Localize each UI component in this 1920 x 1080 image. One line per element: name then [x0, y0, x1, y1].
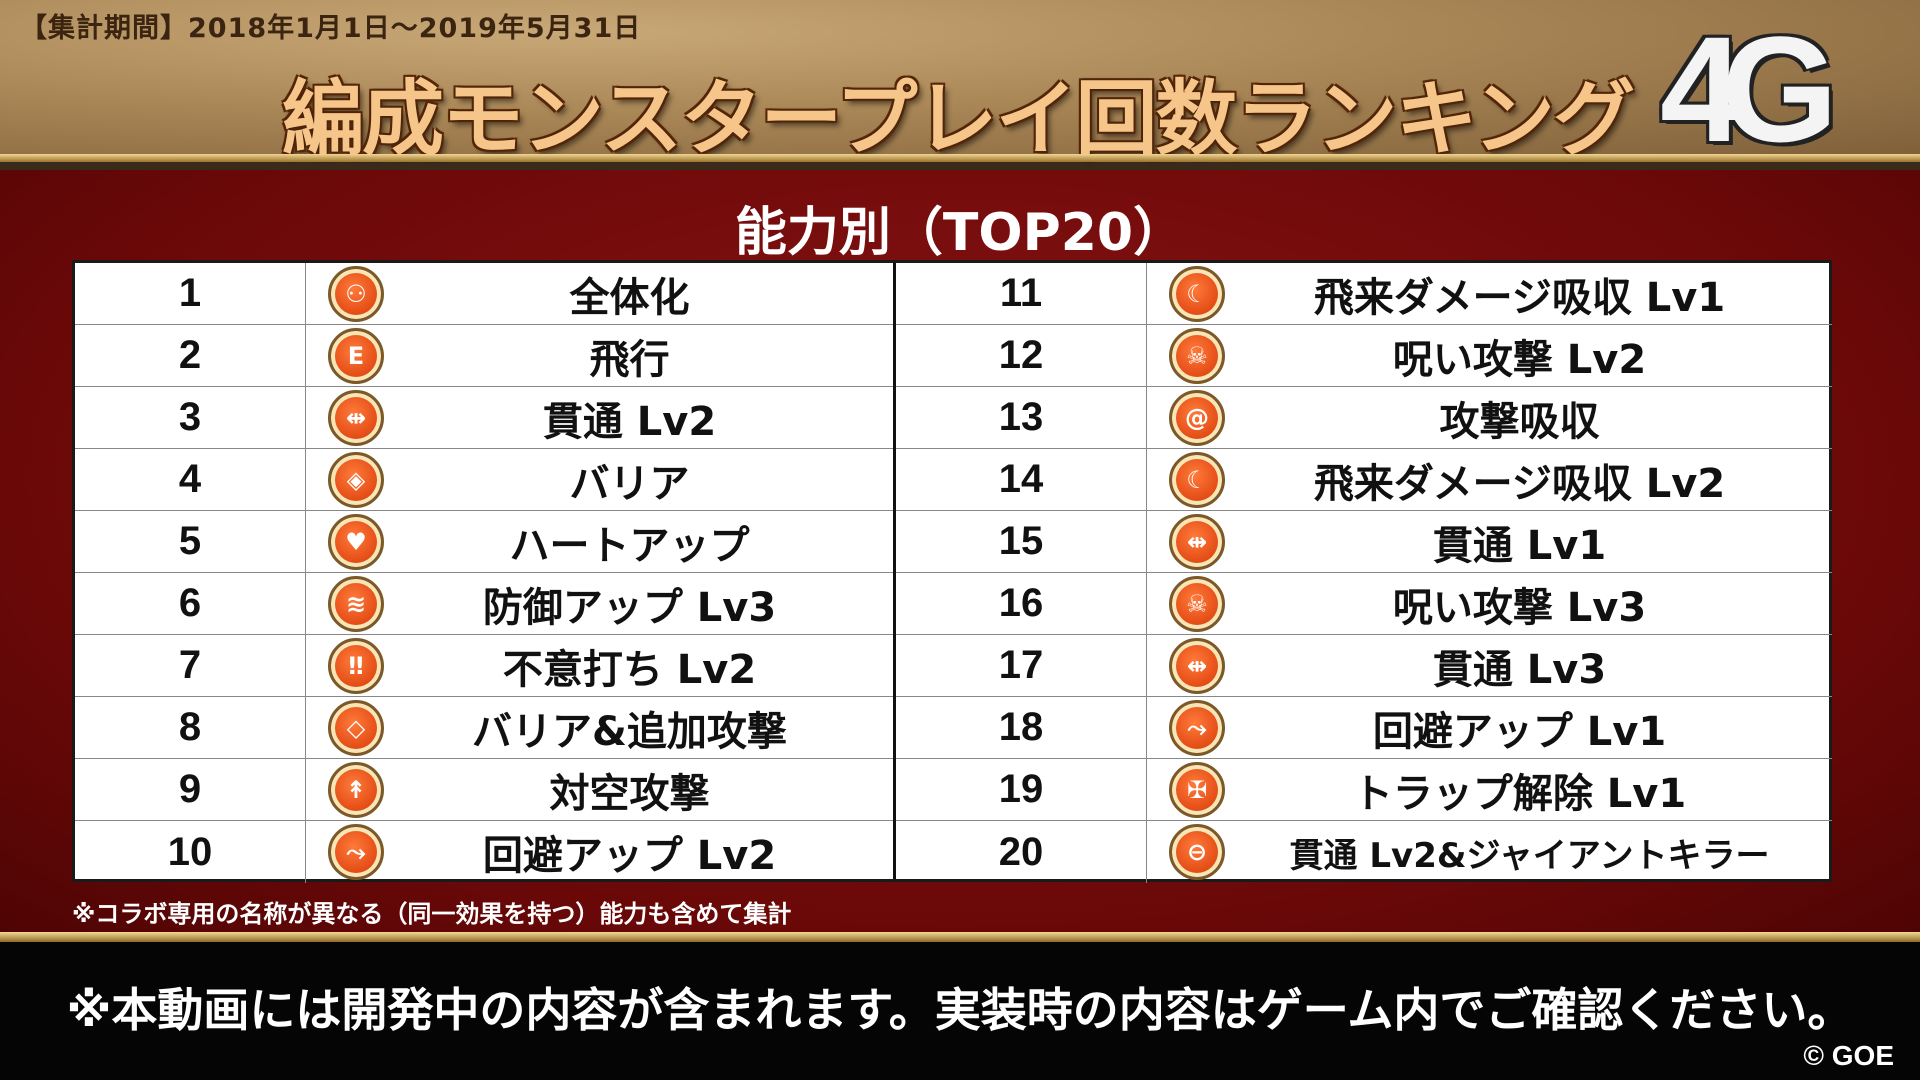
ability-name: 飛来ダメージ吸収 Lv2 — [1313, 460, 1726, 507]
table-row: 20 ⊖ 貫通 Lv2&ジャイアントキラー — [896, 821, 1832, 883]
ability-name: ハートアップ — [509, 522, 750, 569]
ability-name: 貫通 Lv2 — [542, 398, 717, 445]
dodge-icon: ⤳ — [1169, 699, 1225, 756]
ability-name: バリア&追加攻撃 — [472, 708, 787, 755]
defense-icon: ≋ — [328, 575, 384, 632]
table-row: 14 ☾ 飛来ダメージ吸収 Lv2 — [896, 449, 1832, 511]
rank-number: 3 — [75, 387, 306, 448]
footer-bar: ※本動画には開発中の内容が含まれます。実装時の内容はゲーム内でご確認ください。 … — [0, 942, 1920, 1080]
curse-icon: ☠ — [1169, 575, 1225, 632]
table-row: 15 ⇹ 貫通 Lv1 — [896, 511, 1832, 573]
wing-icon: E — [328, 327, 384, 384]
pierce-icon: ⇹ — [328, 389, 384, 446]
ability-name: 飛行 — [589, 336, 670, 383]
period-label: 【集計期間】2018年1月1日～2019年5月31日 — [20, 13, 642, 44]
page-title: 編成モンスタープレイ回数ランキング — [282, 72, 1635, 167]
exclamation-icon: ‼ — [328, 637, 384, 694]
rank-number: 2 — [75, 325, 306, 386]
ability-name: 呪い攻撃 Lv2 — [1392, 336, 1647, 383]
rank-number: 7 — [75, 635, 306, 696]
copyright-label: © GOE — [1803, 1040, 1894, 1071]
rank-number: 15 — [896, 511, 1147, 572]
rank-number: 17 — [896, 635, 1147, 696]
ability-name: 飛来ダメージ吸収 Lv1 — [1313, 274, 1726, 321]
ability-name: トラップ解除 Lv1 — [1352, 770, 1687, 817]
rank-number: 20 — [896, 821, 1147, 883]
ability-name: 全体化 — [569, 274, 690, 321]
rank-number: 9 — [75, 759, 306, 820]
table-row: 13 @ 攻撃吸収 — [896, 387, 1832, 449]
ability-name: 対空攻撃 — [549, 770, 710, 817]
table-row: 9 ↟ 対空攻撃 — [75, 759, 893, 821]
group-icon: ⚇ — [328, 265, 384, 322]
4g-logo: 4G — [1660, 5, 1838, 173]
rank-number: 5 — [75, 511, 306, 572]
table-row: 4 ◈ バリア — [75, 449, 893, 511]
shield-attack-icon: ◇ — [328, 699, 384, 756]
rank-number: 1 — [75, 263, 306, 324]
table-row: 3 ⇹ 貫通 Lv2 — [75, 387, 893, 449]
table-row: 19 ✠ トラップ解除 Lv1 — [896, 759, 1832, 821]
rank-number: 8 — [75, 697, 306, 758]
table-row: 1 ⚇ 全体化 — [75, 263, 893, 325]
rank-number: 13 — [896, 387, 1147, 448]
ability-name: 呪い攻撃 Lv3 — [1392, 584, 1647, 631]
anti-air-icon: ↟ — [328, 761, 384, 818]
rank-number: 11 — [896, 263, 1147, 324]
spiral-icon: @ — [1169, 389, 1225, 446]
ability-name: 攻撃吸収 — [1439, 398, 1600, 445]
table-row: 8 ◇ バリア&追加攻撃 — [75, 697, 893, 759]
ranking-table: 1 ⚇ 全体化 2 E 飛行 3 ⇹ 貫通 Lv2 4 ◈ バリア 5 ♥ — [72, 260, 1832, 883]
ranking-column-right: 11 ☾ 飛来ダメージ吸収 Lv1 12 ☠ 呪い攻撃 Lv2 13 @ 攻撃吸… — [896, 263, 1832, 883]
table-row: 16 ☠ 呪い攻撃 Lv3 — [896, 573, 1832, 635]
shield-icon: ◈ — [328, 451, 384, 508]
rank-number: 12 — [896, 325, 1147, 386]
table-row: 5 ♥ ハートアップ — [75, 511, 893, 573]
ability-name: 貫通 Lv2&ジャイアントキラー — [1289, 835, 1770, 876]
rank-number: 14 — [896, 449, 1147, 510]
development-disclaimer: ※本動画には開発中の内容が含まれます。実装時の内容はゲーム内でご確認ください。 — [66, 983, 1854, 1037]
giant-killer-icon: ⊖ — [1169, 824, 1225, 880]
rank-number: 10 — [75, 821, 306, 883]
ability-name: バリア — [569, 460, 690, 507]
header-banner: 【集計期間】2018年1月1日～2019年5月31日 編成モンスタープレイ回数ラ… — [0, 0, 1920, 173]
pierce-icon: ⇹ — [1169, 513, 1225, 570]
curse-icon: ☠ — [1169, 327, 1225, 384]
absorb-icon: ☾ — [1169, 265, 1225, 322]
dodge-icon: ⤳ — [328, 824, 384, 880]
ability-name: 防御アップ Lv3 — [482, 584, 777, 631]
table-row: 17 ⇹ 貫通 Lv3 — [896, 635, 1832, 697]
divider — [0, 932, 1920, 942]
pierce-icon: ⇹ — [1169, 637, 1225, 694]
table-row: 12 ☠ 呪い攻撃 Lv2 — [896, 325, 1832, 387]
rank-number: 16 — [896, 573, 1147, 634]
aggregation-note: ※コラボ専用の名称が異なる（同一効果を持つ）能力も含めて集計 — [72, 900, 792, 928]
rank-number: 6 — [75, 573, 306, 634]
rank-number: 19 — [896, 759, 1147, 820]
ability-name: 不意打ち Lv2 — [502, 646, 757, 693]
table-row: 6 ≋ 防御アップ Lv3 — [75, 573, 893, 635]
table-row: 2 E 飛行 — [75, 325, 893, 387]
rank-number: 18 — [896, 697, 1147, 758]
table-row: 10 ⤳ 回避アップ Lv2 — [75, 821, 893, 883]
ranking-subtitle: 能力別（TOP20） — [734, 203, 1186, 263]
rank-number: 4 — [75, 449, 306, 510]
ability-name: 回避アップ Lv1 — [1372, 708, 1667, 755]
ability-name: 貫通 Lv1 — [1432, 522, 1607, 569]
table-row: 11 ☾ 飛来ダメージ吸収 Lv1 — [896, 263, 1832, 325]
ranking-column-left: 1 ⚇ 全体化 2 E 飛行 3 ⇹ 貫通 Lv2 4 ◈ バリア 5 ♥ — [75, 263, 896, 883]
ranking-panel: 能力別（TOP20） 1 ⚇ 全体化 2 E 飛行 3 ⇹ 貫通 Lv2 4 ◈… — [0, 170, 1920, 940]
heart-icon: ♥ — [328, 513, 384, 570]
absorb-icon: ☾ — [1169, 451, 1225, 508]
table-row: 18 ⤳ 回避アップ Lv1 — [896, 697, 1832, 759]
trap-icon: ✠ — [1169, 761, 1225, 818]
ability-name: 貫通 Lv3 — [1432, 646, 1607, 693]
ability-name: 回避アップ Lv2 — [482, 833, 777, 879]
table-row: 7 ‼ 不意打ち Lv2 — [75, 635, 893, 697]
